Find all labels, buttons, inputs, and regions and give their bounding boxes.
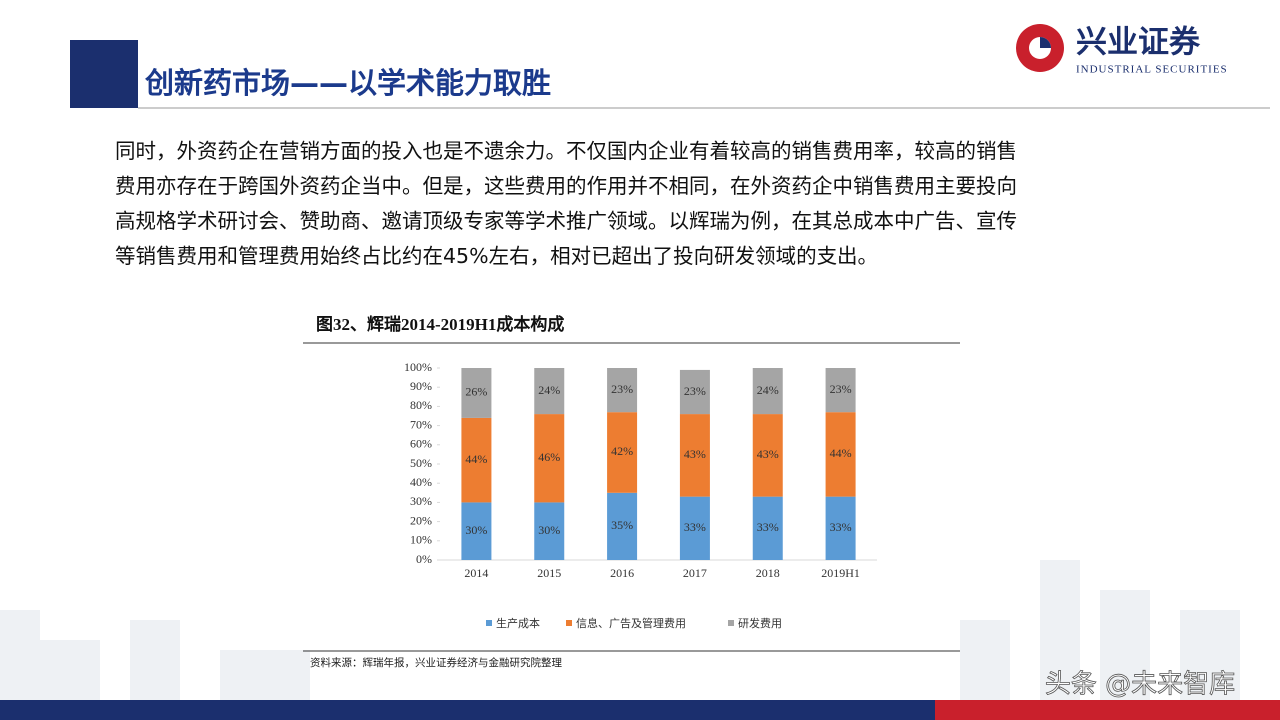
- bar-segment: [461, 417, 492, 503]
- data-label: 26%: [465, 385, 487, 399]
- data-label: 43%: [684, 447, 706, 461]
- x-tick-label: 2018: [756, 566, 780, 580]
- y-tick-label: 0%: [416, 552, 432, 566]
- legend-label: 生产成本: [496, 616, 540, 630]
- data-label: 23%: [611, 382, 633, 396]
- legend-label: 研发费用: [738, 616, 782, 630]
- data-label: 46%: [538, 450, 560, 464]
- legend-swatch: [486, 620, 492, 626]
- y-tick-label: 70%: [410, 417, 432, 431]
- paragraph-line: 费用亦存在于跨国外资药企当中。但是，这些费用的作用并不相同，在外资药企中销售费用…: [115, 174, 1017, 198]
- data-label: 33%: [684, 520, 706, 534]
- data-label: 30%: [538, 523, 560, 537]
- paragraph: 同时，外资药企在营销方面的投入也是不遗余力。不仅国内企业有着较高的销售费用率，较…: [115, 139, 1017, 268]
- bar-segment: [607, 412, 638, 493]
- data-label: 24%: [538, 383, 560, 397]
- logo-en: INDUSTRIAL SECURITIES: [1076, 64, 1228, 76]
- bar-segment: [461, 368, 492, 418]
- x-tick-label: 2019H1: [821, 566, 860, 580]
- x-tick-label: 2016: [610, 566, 634, 580]
- y-tick-label: 60%: [410, 437, 432, 451]
- y-tick-label: 50%: [410, 456, 432, 470]
- bar-segment: [534, 368, 565, 415]
- paragraph-line: 高规格学术研讨会、赞助商、邀请顶级专家等学术推广领域。以辉瑞为例，在其总成本中广…: [115, 209, 1017, 233]
- source: 资料来源：辉瑞年报，兴业证券经济与金融研究院整理: [310, 656, 562, 669]
- data-label: 42%: [611, 444, 633, 458]
- data-label: 43%: [757, 447, 779, 461]
- bar-segment: [752, 496, 783, 560]
- paragraph-line: 等销售费用和管理费用始终占比约在45%左右，相对已超出了投向研发领域的支出。: [115, 244, 878, 268]
- data-label: 30%: [465, 523, 487, 537]
- bar-segment: [607, 368, 638, 413]
- bar-segment: [461, 502, 492, 560]
- data-label: 33%: [830, 520, 852, 534]
- paragraph-line: 同时，外资药企在营销方面的投入也是不遗余力。不仅国内企业有着较高的销售费用率，较…: [115, 139, 1017, 163]
- data-label: 23%: [830, 382, 852, 396]
- bar-segment: [607, 492, 638, 560]
- data-label: 33%: [757, 520, 779, 534]
- x-tick-label: 2014: [464, 566, 488, 580]
- bar-segment: [825, 496, 856, 560]
- y-tick-label: 100%: [404, 360, 432, 374]
- legend-swatch: [728, 620, 734, 626]
- logo-mark: [1040, 37, 1051, 48]
- legend-swatch: [566, 620, 572, 626]
- data-label: 24%: [757, 383, 779, 397]
- data-label: 44%: [830, 446, 852, 460]
- y-tick-label: 90%: [410, 379, 432, 393]
- data-label: 44%: [465, 452, 487, 466]
- bar-segment: [679, 414, 710, 497]
- y-tick-label: 20%: [410, 513, 432, 527]
- chart-title: 图32、辉瑞2014-2019H1成本构成: [316, 314, 564, 334]
- x-tick-label: 2015: [537, 566, 561, 580]
- legend-label: 信息、广告及管理费用: [576, 616, 686, 630]
- y-tick-label: 30%: [410, 494, 432, 508]
- bar-segment: [825, 368, 856, 413]
- bar-segment: [534, 414, 565, 503]
- slide-title: 创新药市场——以学术能力取胜: [144, 66, 551, 100]
- y-tick-label: 40%: [410, 475, 432, 489]
- bar-segment: [534, 502, 565, 560]
- bar-segment: [679, 369, 710, 415]
- plot: 0% 10% 20% 30% 40% 50% 60% 70% 80% 90% 100% 2014 30%…: [404, 360, 877, 630]
- watermark: 头条 @未来智库: [1045, 670, 1235, 700]
- data-label: 35%: [611, 518, 633, 532]
- header-block: [70, 40, 138, 108]
- y-tick-label: 80%: [410, 398, 432, 412]
- data-label: 23%: [684, 384, 706, 398]
- bar-segment: [679, 496, 710, 560]
- footer-bar: [0, 700, 935, 720]
- bar-segment: [825, 412, 856, 497]
- skyline: [0, 560, 1240, 700]
- logo-name: 兴业证券: [1076, 25, 1201, 61]
- footer-bar: [935, 700, 1280, 720]
- bar-segment: [752, 414, 783, 497]
- bar-segment: [752, 368, 783, 415]
- y-tick-label: 10%: [410, 533, 432, 547]
- x-tick-label: 2017: [683, 566, 707, 580]
